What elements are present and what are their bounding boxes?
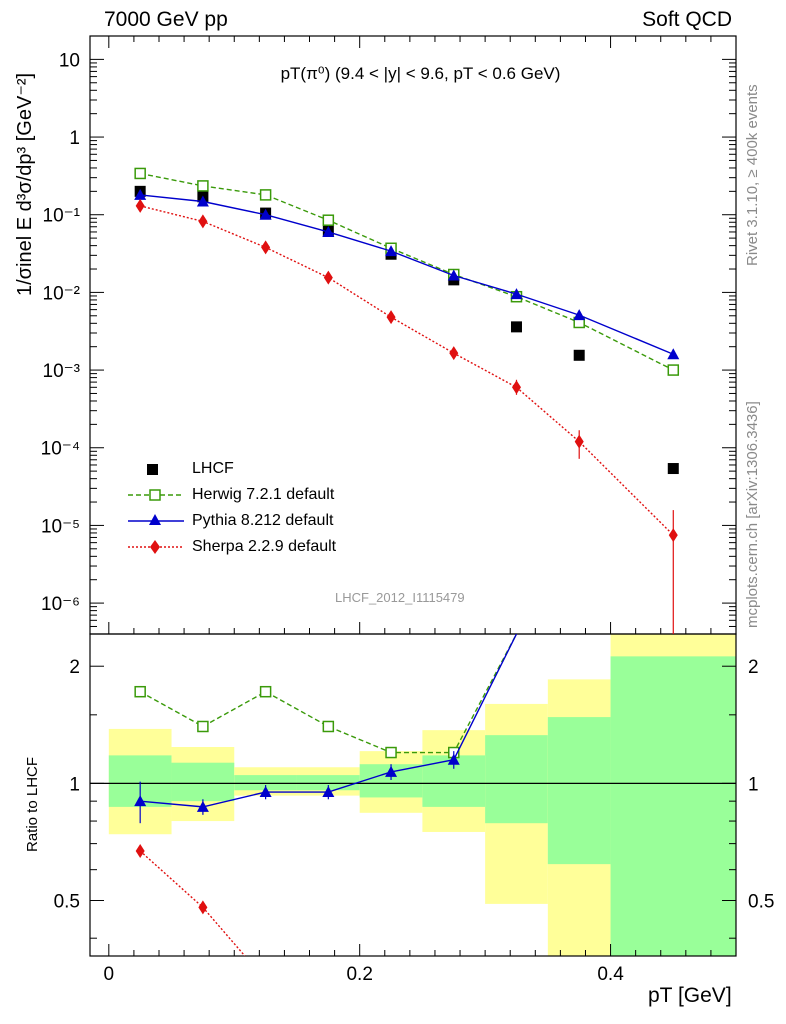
lhcf-main-point: [510, 321, 522, 333]
herwig-main-point: [197, 180, 209, 192]
ratio-y-tick-label: 1: [69, 774, 80, 795]
legend-sherpa-marker: [128, 540, 184, 554]
herwig-main-point: [667, 364, 680, 376]
main-y-tick-label: 1: [69, 128, 80, 149]
x-axis-title: pT [GeV]: [648, 984, 732, 1007]
legend-lhcf-label: LHCF: [192, 460, 234, 477]
main-y-tick-label: 10⁻³: [43, 361, 81, 382]
analysis-watermark: LHCF_2012_I1115479: [335, 590, 465, 605]
green-band-bin: [485, 735, 548, 824]
herwig-ratio-point: [197, 720, 209, 733]
ratio-y-tick-label: 2: [69, 657, 80, 678]
ratio-y-tick-label-right: 0.5: [748, 891, 774, 912]
legend-entry-sherpa: Sherpa 2.2.9 default: [128, 534, 336, 560]
x-tick-label: 0.2: [346, 964, 372, 985]
pythia-main-point: [573, 309, 586, 321]
legend-entry-herwig: Herwig 7.2.1 default: [128, 482, 336, 508]
legend: LHCF Herwig 7.2.1 default Pythia 8.212 d…: [128, 456, 336, 560]
sherpa-ratio-line: [139, 850, 246, 956]
main-y-tick-label: 10⁻¹: [43, 206, 81, 227]
sherpa-ratio-point: [198, 900, 208, 915]
herwig-main-point: [259, 189, 272, 201]
x-tick-label: 0.4: [597, 964, 624, 985]
main-series: [134, 167, 680, 634]
main-y-tick-label: 10: [59, 50, 80, 71]
legend-pythia-marker: [128, 514, 184, 525]
header-left: 7000 GeV pp: [104, 8, 228, 31]
main-y-tick-label: 10⁻⁵: [41, 516, 80, 537]
pythia-main-point: [134, 188, 147, 200]
pythia-main-point: [510, 288, 523, 300]
legend-pythia-label: Pythia 8.212 default: [192, 512, 334, 529]
pythia-main-point: [196, 195, 209, 207]
green-band-bin: [610, 656, 736, 956]
herwig-ratio-point: [259, 685, 272, 698]
header-right: Soft QCD: [642, 8, 732, 31]
green-band-bin: [547, 717, 611, 865]
pythia-main-point: [322, 225, 335, 237]
sherpa-ratio-point: [135, 844, 145, 859]
herwig-ratio-point: [322, 720, 335, 733]
ratio-y-tick-label-right: 2: [748, 657, 759, 678]
lhcf-main-point: [667, 463, 679, 475]
pythia-main-point: [259, 208, 272, 220]
main-y-tick-label: 10⁻⁴: [41, 439, 80, 460]
ratio-plot-frame: [89, 633, 737, 957]
legend-herwig-label: Herwig 7.2.1 default: [192, 486, 335, 503]
green-band-bin: [171, 762, 235, 802]
ratio-y-tick-label-right: 1: [748, 774, 759, 795]
herwig-main-line: [140, 172, 674, 371]
herwig-main-point: [322, 214, 335, 226]
legend-sherpa-label: Sherpa 2.2.9 default: [192, 538, 337, 555]
pythia-main-point: [667, 348, 680, 360]
green-band-bin: [234, 775, 297, 791]
ratio-series: [134, 634, 518, 956]
pythia-main-point: [447, 269, 460, 281]
pythia-main-point: [385, 245, 398, 257]
herwig-ratio-point: [134, 685, 146, 698]
x-tick-labels: 0 0.2 0.4: [104, 964, 625, 985]
herwig-ratio-point: [385, 746, 397, 759]
ratio-y-tick-label: 0.5: [54, 891, 80, 912]
herwig-main-point: [134, 167, 146, 180]
plot-title: pT(π⁰) (9.4 < |y| < 9.6, pT < 0.6 GeV): [280, 64, 561, 83]
legend-herwig-marker: [128, 489, 184, 501]
main-y-tick-label: 10⁻⁶: [41, 594, 80, 615]
main-y-tick-label: 10⁻²: [43, 283, 81, 304]
legend-lhcf-marker: [147, 464, 158, 475]
lhcf-main-point: [573, 349, 585, 361]
legend-entry-pythia: Pythia 8.212 default: [128, 508, 336, 534]
x-tick-label: 0: [104, 964, 115, 985]
main-plot-frame: [89, 35, 737, 635]
legend-entry-lhcf: LHCF: [128, 456, 336, 482]
